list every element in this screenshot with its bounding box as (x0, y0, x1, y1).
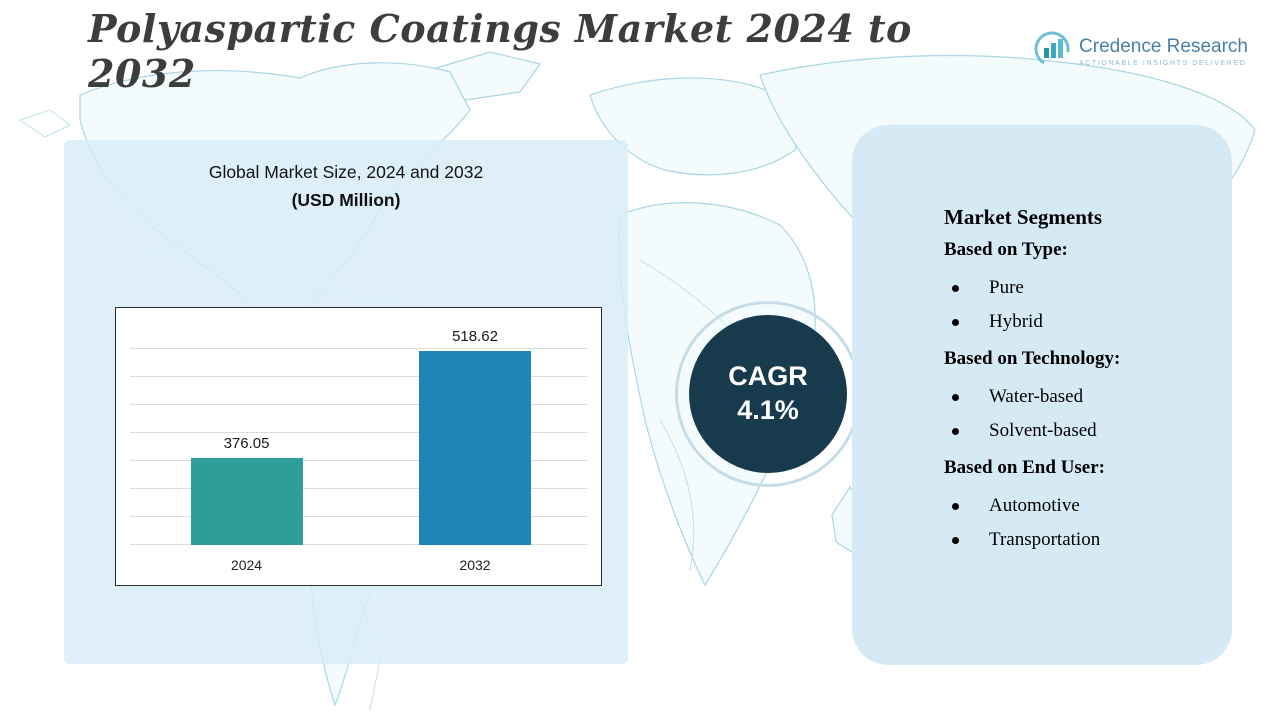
segments-title: Market Segments (944, 205, 1103, 229)
segment-item: Solvent-based (944, 414, 1196, 448)
segment-item: Automotive (944, 489, 1196, 523)
cagr-value: 4.1% (737, 395, 799, 425)
segment-item: Hybrid (944, 305, 1196, 339)
segment-item-label: Hybrid (989, 311, 1043, 332)
segment-item-label: Water-based (989, 386, 1084, 407)
bullet-icon (952, 284, 959, 292)
logo-tagline: ACTIONABLE INSIGHTS DELIVERED (1079, 60, 1247, 67)
credence-logo: Credence Research ACTIONABLE INSIGHTS DE… (1033, 30, 1248, 73)
segment-item: Pure (944, 271, 1196, 305)
bullet-icon (952, 502, 959, 510)
bar-value-label: 376.05 (223, 435, 270, 452)
market-segments-panel: Market Segments Based on Type: Pure Hybrid… (852, 125, 1232, 665)
market-size-panel: Global Market Size, 2024 and 2032 (USD M… (64, 140, 628, 664)
cagr-label: CAGR (728, 361, 808, 392)
segment-heading: Based on Type: (944, 239, 1068, 260)
bullet-icon (952, 427, 959, 435)
bar-chart: 376.05 518.62 2024 2032 (115, 307, 602, 586)
segment-item-label: Pure (989, 277, 1024, 298)
x-axis-label: 2024 (230, 557, 263, 573)
x-axis-label: 2032 (459, 557, 491, 573)
chart-heading: Global Market Size, 2024 and 2032 (208, 162, 484, 182)
segment-item-label: Transportation (989, 529, 1101, 550)
bar-column-2024: 376.05 (190, 435, 303, 545)
segment-item-label: Solvent-based (989, 420, 1097, 441)
bullet-icon (952, 318, 959, 326)
segment-groups: Based on Type: Pure Hybrid Based on Technol… (944, 239, 1196, 557)
page-title: Polyaspartic Coatings Market 2024 to 203… (88, 6, 912, 96)
bar-2024 (190, 458, 303, 545)
bar-column-2032: 518.62 (419, 328, 532, 545)
cagr-badge: CAGR 4.1% (675, 301, 861, 487)
logo-icon (1033, 30, 1071, 73)
bar-value-label: 518.62 (452, 328, 498, 345)
segment-heading: Based on Technology: (944, 348, 1121, 369)
logo-name: Credence Research (1079, 36, 1248, 57)
segment-item-label: Automotive (989, 495, 1080, 516)
bar-2032 (419, 351, 532, 545)
bullet-icon (952, 536, 959, 544)
chart-subheading: (USD Million) (291, 190, 401, 210)
segment-item: Transportation (944, 523, 1196, 557)
segment-item: Water-based (944, 380, 1196, 414)
bullet-icon (952, 393, 959, 401)
cagr-circle: CAGR 4.1% (689, 315, 847, 473)
x-axis-labels: 2024 2032 (130, 557, 587, 577)
segment-heading: Based on End User: (944, 457, 1105, 478)
chart-plot-area: 376.05 518.62 (130, 322, 587, 545)
